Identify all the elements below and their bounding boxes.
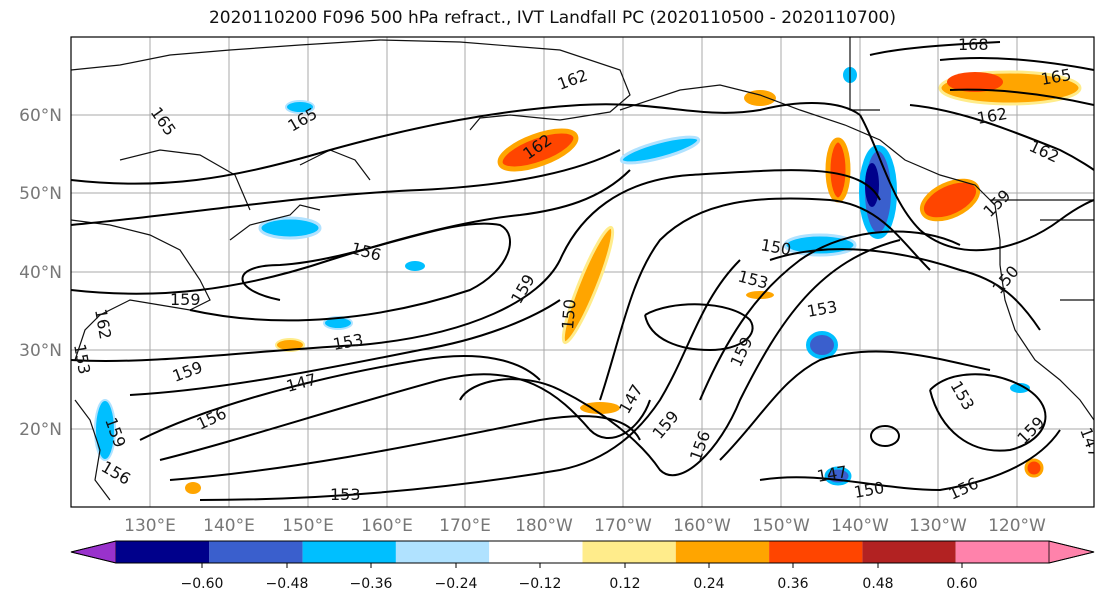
longitude-label: 180°W [515,516,573,536]
anomaly-patch [746,291,774,299]
colorbar-outline [70,540,1095,564]
colorbar: −0.60 −0.48 −0.36 −0.24 −0.12 0.12 0.24 0.36 0.4… [70,540,1095,592]
latitude-labels: 60°N 50°N 40°N 30°N 20°N [19,106,62,440]
colorbar-tick-label: 0.12 [609,576,640,592]
colorbar-tick-label: −0.36 [350,576,393,592]
anomaly-patch [744,90,776,106]
colorbar-tick-label: 0.36 [777,576,808,592]
contour-label: 153 [330,485,361,504]
anomaly-patch [619,135,701,165]
colorbar-segment [675,541,770,563]
chart-title: 2020110200 F096 500 hPa refract., IVT La… [208,8,896,28]
contour-label: 159 [170,290,201,309]
colorbar-tick-label: −0.60 [181,576,224,592]
contour-label: 168 [958,35,989,54]
colorbar-tick-label: 0.24 [693,576,724,592]
anomaly-patch [825,137,851,203]
anomaly-patch [1024,458,1044,478]
colorbar-tick-label: −0.12 [519,576,562,592]
colorbar-segment [489,541,583,563]
colorbar-extension-high [1048,540,1095,564]
colorbar-extension-low [70,540,117,564]
colorbar-segment [862,541,956,563]
longitude-label: 160°W [673,516,731,536]
contour-label: 150 [558,298,580,330]
contour-label: 153 [70,342,94,375]
anomaly-patch [185,482,201,494]
latitude-label: 30°N [19,341,62,361]
colorbar-segment [116,541,210,563]
colorbar-tick-label: 0.60 [946,576,977,592]
colorbar-tick-label: 0.48 [862,576,893,592]
longitude-label: 170°W [594,516,652,536]
colorbar-segment [955,541,1049,563]
colorbar-tick-label: −0.48 [266,576,309,592]
anomaly-patch [285,100,315,114]
anomaly-patch [258,216,322,240]
anomaly-patch [497,128,579,172]
anomaly-patch [561,225,615,345]
longitude-label: 150°E [282,516,334,536]
anomaly-patch [405,261,425,271]
anomaly-patch [947,72,1003,92]
anomaly-patch [1010,383,1030,393]
longitude-label: 170°E [439,516,491,536]
longitude-label: 150°W [752,516,810,536]
graticule [71,37,1094,507]
anomaly-patch [275,338,305,352]
colorbar-segment [395,541,490,563]
colorbar-segment [302,541,396,563]
latitude-label: 60°N [19,106,62,126]
longitude-label: 120°W [988,516,1046,536]
anomaly-patch [580,402,620,414]
coastlines [71,37,1094,501]
longitude-labels: 130°E 140°E 150°E 160°E 170°E 180°W 170°W 160°W… [124,516,1046,536]
longitude-label: 140°E [203,516,255,536]
anomaly-patch [323,316,353,330]
colorbar-segment [769,541,863,563]
longitude-label: 140°W [831,516,889,536]
colorbar-segment [209,541,303,563]
colorbar-segment [582,541,676,563]
latitude-label: 20°N [19,420,62,440]
longitude-label: 160°E [361,516,413,536]
latitude-label: 40°N [19,263,62,283]
colorbar-tick-label: −0.24 [435,576,478,592]
anomaly-patch [94,399,116,461]
longitude-label: 130°W [909,516,967,536]
anomaly-patch [865,163,879,207]
map-border [70,36,1095,508]
latitude-label: 50°N [19,184,62,204]
longitude-label: 130°E [124,516,176,536]
contour-lines [71,41,1094,501]
anomaly-patch [806,331,838,359]
